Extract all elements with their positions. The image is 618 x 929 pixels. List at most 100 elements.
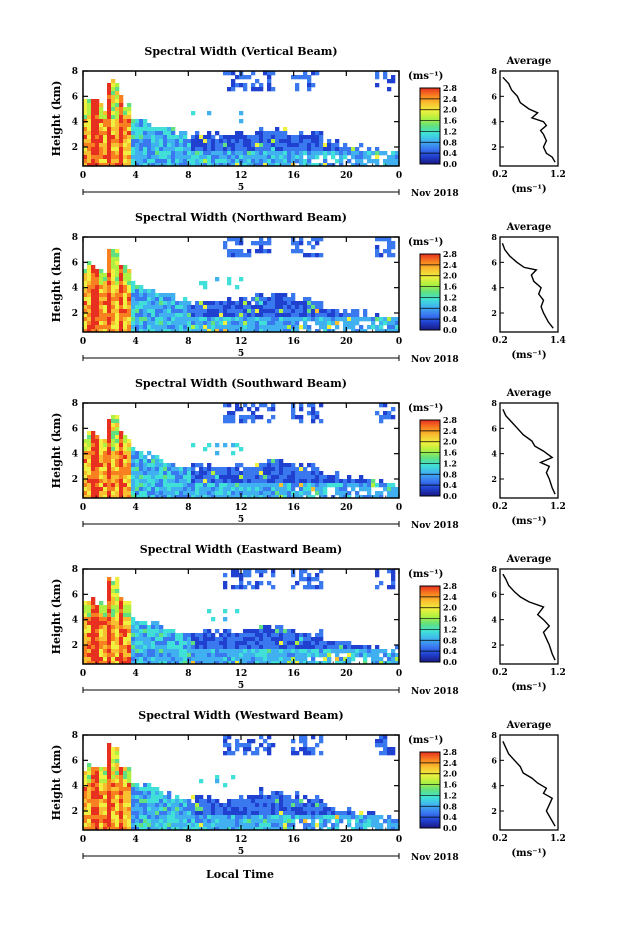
heatmap-cell [143,301,148,306]
heatmap-cell [151,827,156,830]
heatmap-cell [99,815,104,820]
heatmap-cell [123,127,128,132]
heatmap-cell [339,159,344,164]
heatmap-cell [103,483,108,488]
heatmap-cell [143,495,148,498]
heatmap-cell [295,317,300,322]
avg-frame [499,236,559,333]
heatmap-cell [239,407,244,412]
heatmap-cell [223,313,228,318]
heatmap-cell [95,293,100,298]
heatmap-cell [115,581,120,586]
colorbar-tick-label: 2.0 [443,105,457,115]
heatmap-cell [227,71,232,76]
heatmap-cell [199,467,204,472]
heatmap-cell [191,815,196,820]
heatmap-cell [91,103,96,108]
heatmap-cell [139,123,144,128]
heatmap-cell [295,581,300,586]
heatmap-cell [167,661,172,664]
heatmap-cell [159,321,164,326]
heatmap-cell [343,155,348,160]
heatmap-cell [235,819,240,824]
heatmap-cell [231,87,236,92]
heatmap-cell [211,819,216,824]
heatmap-cell [107,657,112,662]
heatmap-cell [143,621,148,626]
heatmap-cell [271,799,276,804]
heatmap-cell [123,147,128,152]
heatmap-cell [247,573,252,578]
heatmap-cell [111,155,116,160]
heatmap-cell [127,601,132,606]
heatmap-cell [375,569,380,574]
heatmap-cell [323,815,328,820]
heatmap-cell [275,475,280,480]
heatmap-cell [283,293,288,298]
heatmap-cell [335,325,340,330]
heatmap-cell [307,649,312,654]
heatmap-cell [319,649,324,654]
heatmap-cell [95,107,100,112]
heatmap-cell [243,807,248,812]
avg-title: Average [506,56,552,67]
heatmap-cell [111,103,116,108]
heatmap-cell [195,795,200,800]
heatmap-cell [227,479,232,484]
heatmap-cell [203,633,208,638]
heatmap-cell [263,309,268,314]
avg-y-tick-label: 2 [491,640,497,650]
heatmap-cell [383,735,388,740]
heatmap-cell [123,811,128,816]
heatmap-cell [227,317,232,322]
heatmap-cell [239,241,244,246]
heatmap-cell [131,289,136,294]
heatmap-cell [291,301,296,306]
heatmap-cell [119,159,124,164]
heatmap-cell [139,823,144,828]
heatmap-cell [295,815,300,820]
heatmap-cell [215,649,220,654]
heatmap-cell [115,155,120,160]
heatmap-cell [279,151,284,156]
heatmap [83,569,399,664]
heatmap-cell [207,661,212,664]
heatmap-cell [115,755,120,760]
heatmap-cell [331,483,336,488]
heatmap-cell [199,823,204,828]
heatmap-cell [279,495,284,498]
heatmap-cell [107,447,112,452]
heatmap-cell [139,467,144,472]
x-tick-label: 0 [80,337,86,347]
heatmap-cell [203,657,208,662]
heatmap-cell [83,163,88,166]
heatmap-cell [267,815,272,820]
heatmap-cell [99,107,104,112]
x-tick-label: 0 [80,835,86,845]
heatmap-cell [99,285,104,290]
heatmap-cell [175,641,180,646]
heatmap-cell [119,661,124,664]
heatmap-cell [195,163,200,166]
heatmap-cell [103,641,108,646]
heatmap-cell [335,487,340,492]
colorbar-tick-label: 0.0 [443,325,457,335]
heatmap-cell [163,155,168,160]
heatmap-cell [99,111,104,116]
heatmap-cell [87,107,92,112]
heatmap-cell [191,479,196,484]
heatmap-cell [115,653,120,658]
heatmap-cell [287,657,292,662]
heatmap-cell [315,329,320,332]
heatmap-cell [267,71,272,76]
heatmap-cell [103,443,108,448]
heatmap-cell [119,447,124,452]
heatmap-cell [351,653,356,658]
heatmap-cell [231,585,236,590]
heatmap-cell [275,811,280,816]
heatmap-cell [247,823,252,828]
heatmap-cell [83,605,88,610]
heatmap-cell [147,795,152,800]
heatmap-cell [107,743,112,748]
heatmap-cell [315,743,320,748]
